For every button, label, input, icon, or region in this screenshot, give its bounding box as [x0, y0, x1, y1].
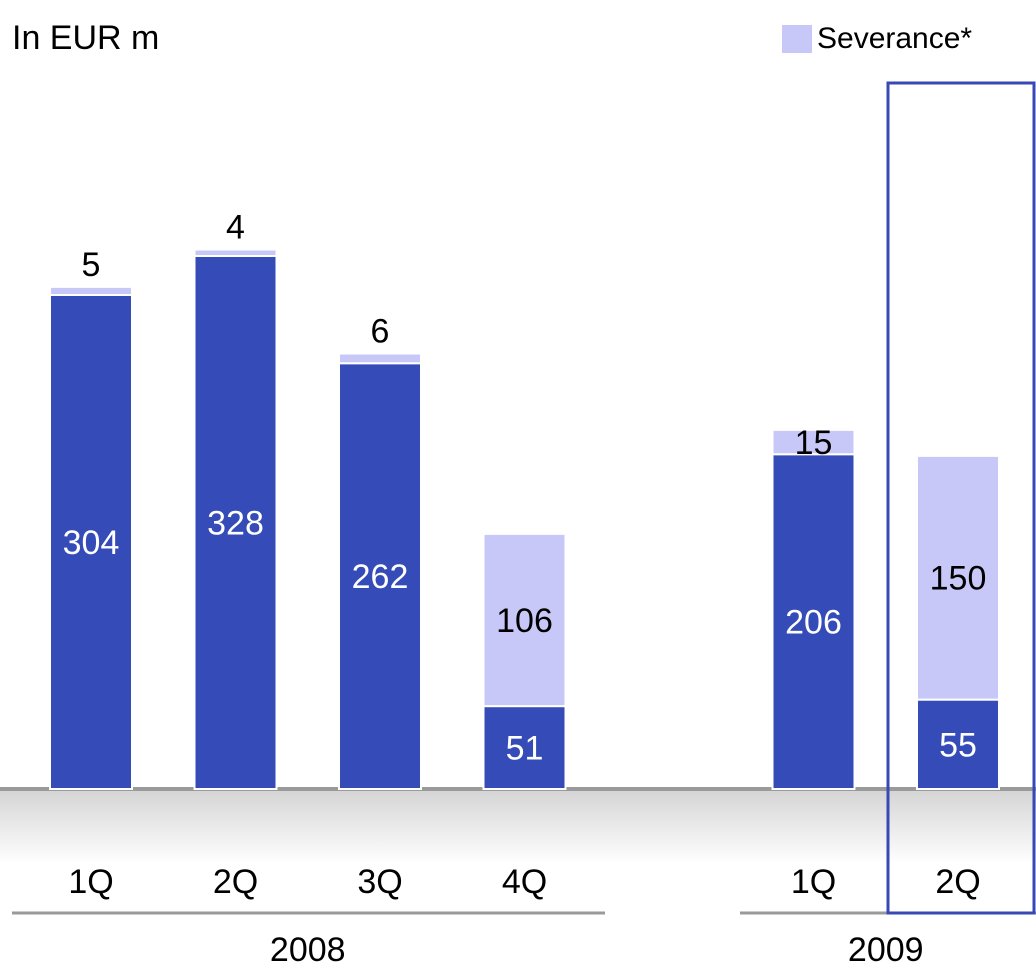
data-label: 15	[795, 424, 833, 462]
bar-segment	[49, 285, 133, 296]
data-label: 328	[207, 504, 264, 542]
bar-segment	[771, 428, 856, 456]
x-tick-label: 3Q	[357, 863, 402, 901]
bar-segment	[482, 532, 567, 708]
data-label: 206	[785, 604, 842, 642]
data-label: 55	[939, 726, 977, 764]
bar-segment	[49, 294, 133, 790]
legend-swatch	[782, 25, 812, 53]
x-tick-label: 2Q	[935, 863, 980, 901]
group-label: 2008	[270, 931, 346, 969]
data-label: 150	[930, 560, 987, 598]
chart-title: In EUR m	[12, 19, 159, 57]
x-tick-label: 1Q	[791, 863, 836, 901]
x-tick-label: 1Q	[68, 863, 113, 901]
bar-segment	[482, 705, 567, 790]
data-label: 304	[63, 524, 120, 562]
floor	[0, 789, 1036, 864]
data-label: 5	[82, 246, 101, 284]
data-label: 262	[352, 558, 409, 596]
data-label: 51	[506, 730, 544, 768]
bar-segment	[193, 255, 278, 790]
data-label: 6	[371, 312, 390, 350]
data-label: 4	[226, 208, 245, 246]
x-tick-label: 4Q	[502, 863, 547, 901]
x-tick-label: 2Q	[213, 863, 258, 901]
group-label: 2009	[848, 931, 924, 969]
bar-segment	[916, 698, 1000, 790]
highlight-box	[886, 81, 1036, 915]
bar-segment	[338, 352, 422, 365]
bar-segment	[771, 453, 856, 790]
bar-segment	[916, 454, 1000, 701]
data-label: 106	[496, 602, 553, 640]
legend-label: Severance*	[817, 22, 972, 55]
bar-segment	[193, 248, 278, 257]
